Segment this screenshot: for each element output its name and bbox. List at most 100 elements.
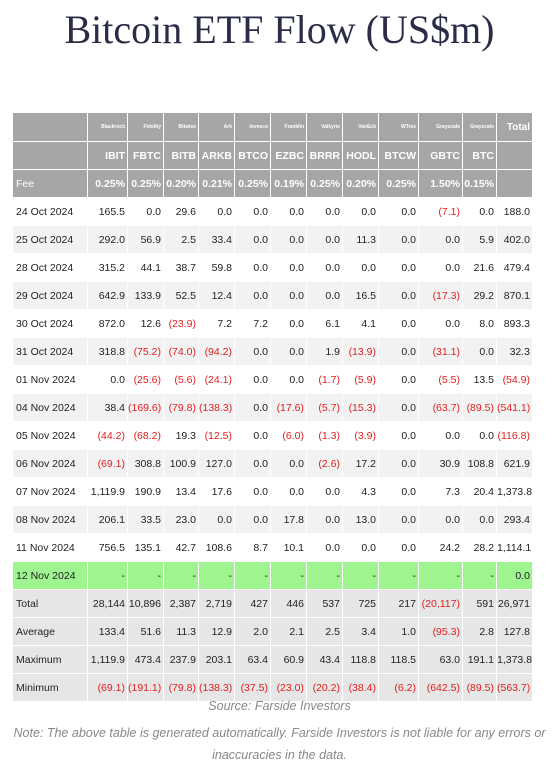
fee: 0.25% <box>306 169 343 198</box>
flow: 17.8 <box>270 505 307 534</box>
flow: 52.5 <box>163 281 199 310</box>
summary-value: 60.9 <box>270 645 307 674</box>
summary-value: 237.9 <box>163 645 199 674</box>
flow: 1,119.9 <box>87 477 128 506</box>
flow: 0.0 <box>270 197 307 226</box>
flow: - <box>270 561 307 590</box>
fee: 1.50% <box>418 169 463 198</box>
ticker: BTC <box>462 141 497 170</box>
data-row: 30 Oct 2024 872.0 12.6 (23.9) 7.2 7.2 0.0 6.1 4.… <box>12 309 533 338</box>
data-row: 11 Nov 2024 756.5 135.1 42.7 108.6 8.7 10.1 0.0… <box>12 533 533 562</box>
summary-value: 591 <box>462 589 497 618</box>
flow: 0.0 <box>198 505 235 534</box>
summary-value: 51.6 <box>127 617 164 646</box>
summary-value: 127.8 <box>496 617 533 646</box>
flow: 8.0 <box>462 309 497 338</box>
summary-row: Average 133.4 51.6 11.3 12.9 2.0 2.1 2.5 3.4 1.0(… <box>12 617 533 646</box>
flow: 0.0 <box>378 309 419 338</box>
flow: (17.6) <box>270 393 307 422</box>
summary-value: (138.3) <box>198 673 235 702</box>
date: 25 Oct 2024 <box>12 225 88 254</box>
summary-value: 191.1 <box>462 645 497 674</box>
summary-value: 3.4 <box>342 617 379 646</box>
date: 04 Nov 2024 <box>12 393 88 422</box>
flow: 13.5 <box>462 365 497 394</box>
flow: 0.0 <box>234 365 271 394</box>
flow: 0.0 <box>378 225 419 254</box>
flow: (138.3) <box>198 393 235 422</box>
table-body: Blackrock Fidelity Bitwise Ark Invesco Frankl… <box>12 112 533 702</box>
flow: 872.0 <box>87 309 128 338</box>
summary-value: 427 <box>234 589 271 618</box>
flow: 0.0 <box>234 449 271 478</box>
fee: 0.25% <box>378 169 419 198</box>
flow: 11.3 <box>342 225 379 254</box>
issuer: Fidelity <box>127 112 164 142</box>
flow: 13.0 <box>342 505 379 534</box>
flow: 135.1 <box>127 533 164 562</box>
fee: 0.25% <box>127 169 164 198</box>
row-total: 1,114.1 <box>496 533 533 562</box>
date: 12 Nov 2024 <box>12 561 88 590</box>
flow: 29.6 <box>163 197 199 226</box>
flow: 0.0 <box>378 533 419 562</box>
date: 08 Nov 2024 <box>12 505 88 534</box>
flow: 0.0 <box>306 505 343 534</box>
flow: 59.8 <box>198 253 235 282</box>
row-total: 621.9 <box>496 449 533 478</box>
flow: 0.0 <box>378 197 419 226</box>
flow: (1.3) <box>306 421 343 450</box>
summary-value: 43.4 <box>306 645 343 674</box>
flow: (23.9) <box>163 309 199 338</box>
flow: 108.8 <box>462 449 497 478</box>
flow: 0.0 <box>378 505 419 534</box>
flow: (69.1) <box>87 449 128 478</box>
flow: 21.6 <box>462 253 497 282</box>
row-total: 402.0 <box>496 225 533 254</box>
flow: 24.2 <box>418 533 463 562</box>
flow: 318.8 <box>87 337 128 366</box>
summary-value: 118.8 <box>342 645 379 674</box>
fee: 0.20% <box>163 169 199 198</box>
summary-value: (79.8) <box>163 673 199 702</box>
ticker: FBTC <box>127 141 164 170</box>
data-row: 06 Nov 2024 (69.1) 308.8 100.9 127.0 0.0 0.0 (2… <box>12 449 533 478</box>
empty-cell <box>496 141 533 170</box>
flow: (6.0) <box>270 421 307 450</box>
flow: 2.5 <box>163 225 199 254</box>
date: 31 Oct 2024 <box>12 337 88 366</box>
flow: (75.2) <box>127 337 164 366</box>
flow: 16.5 <box>342 281 379 310</box>
flow: 0.0 <box>342 253 379 282</box>
flow: 0.0 <box>462 197 497 226</box>
row-total: (54.9) <box>496 365 533 394</box>
flow: 5.9 <box>462 225 497 254</box>
flow: (44.2) <box>87 421 128 450</box>
summary-label: Average <box>12 617 88 646</box>
note: Note: The above table is generated autom… <box>13 726 546 762</box>
flow: 38.4 <box>87 393 128 422</box>
summary-value: 2.8 <box>462 617 497 646</box>
flow: 0.0 <box>342 533 379 562</box>
flow: (12.5) <box>198 421 235 450</box>
fee: 0.19% <box>270 169 307 198</box>
data-row: 28 Oct 2024 315.2 44.1 38.7 59.8 0.0 0.0 0.0 0.0… <box>12 253 533 282</box>
issuer: Blackrock <box>87 112 128 142</box>
flow: (25.6) <box>127 365 164 394</box>
fee-row: Fee 0.25% 0.25% 0.20% 0.21% 0.25% 0.19% 0.25% 0.… <box>12 169 533 198</box>
flow: 0.0 <box>234 197 271 226</box>
flow: 33.4 <box>198 225 235 254</box>
flow: 0.0 <box>418 225 463 254</box>
flow: 0.0 <box>234 505 271 534</box>
flow: 206.1 <box>87 505 128 534</box>
summary-value: 63.4 <box>234 645 271 674</box>
issuer: Grayscale <box>462 112 497 142</box>
flow: (68.2) <box>127 421 164 450</box>
flow: 29.2 <box>462 281 497 310</box>
fee: 0.15% <box>462 169 497 198</box>
summary-value: 203.1 <box>198 645 235 674</box>
summary-value: (23.0) <box>270 673 307 702</box>
flow: (5.9) <box>342 365 379 394</box>
summary-value: 2.5 <box>306 617 343 646</box>
